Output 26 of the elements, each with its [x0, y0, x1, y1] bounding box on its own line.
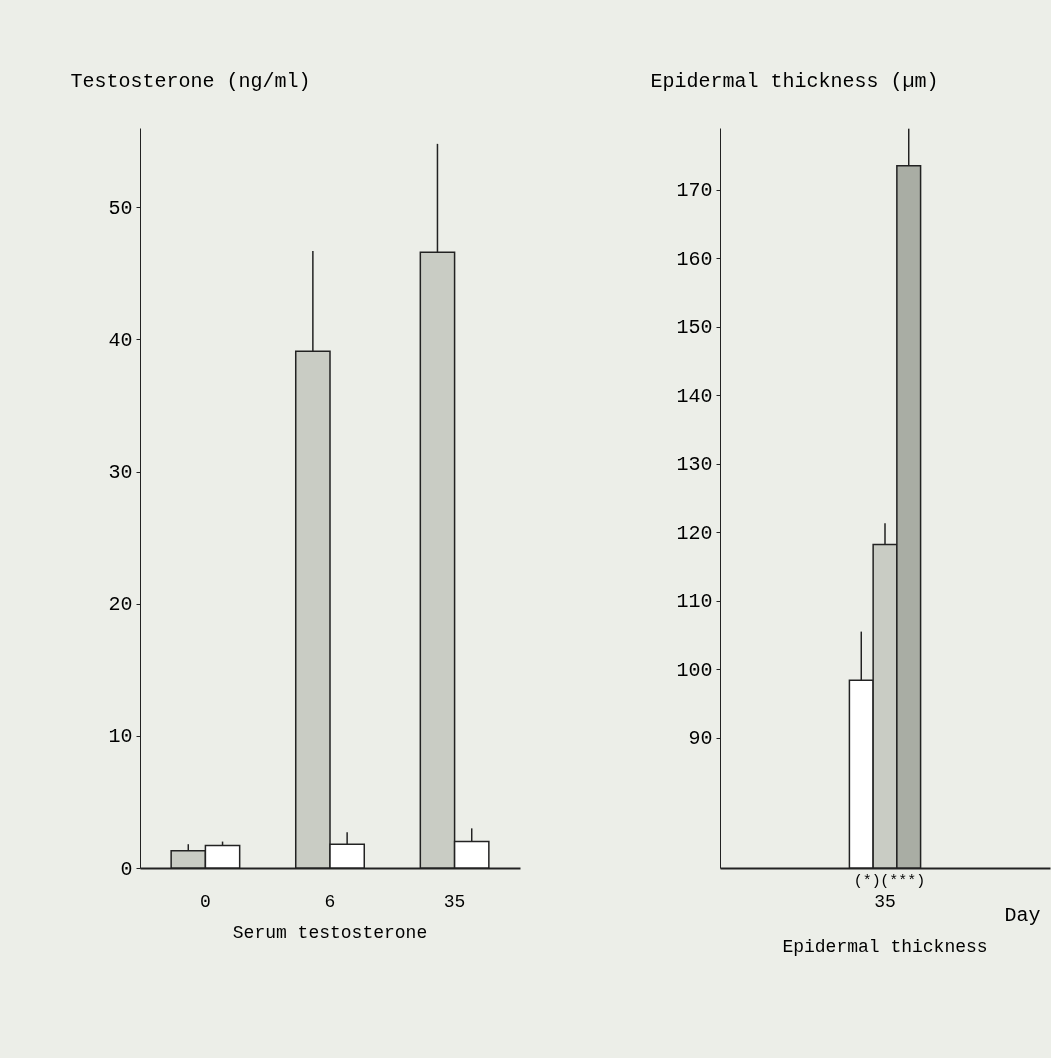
x-tick-label: 35	[874, 891, 896, 912]
y-axis-title: Testosterone (ng/ml)	[70, 69, 311, 93]
y-tick-label: 20	[108, 593, 133, 617]
y-tick-label: 140	[676, 384, 713, 408]
y-tick-label: 120	[676, 521, 713, 545]
y-tick-label: 10	[108, 725, 133, 749]
y-tick-label: 90	[688, 727, 713, 751]
y-tick-label: 50	[108, 196, 133, 220]
y-tick-label: 0	[120, 857, 133, 881]
text: (*)	[853, 873, 881, 890]
y-tick-label: 150	[676, 316, 713, 340]
y-axis-title: Epidermal thickness (µm)	[650, 69, 939, 93]
y-tick-label: 30	[108, 461, 133, 485]
y-tick-label: 100	[676, 658, 713, 682]
text: Serum testosterone	[232, 923, 428, 943]
text: (***)	[880, 873, 926, 890]
y-tick-label: 110	[676, 590, 713, 614]
y-tick-label: 160	[676, 247, 713, 271]
x-tick-label: 6	[324, 891, 336, 912]
y-tick-label: 40	[108, 328, 133, 352]
x-tick-label: 35	[443, 891, 466, 912]
y-tick-label: 130	[676, 453, 713, 477]
x-axis-title: Day	[1004, 903, 1041, 927]
x-tick-label: 0	[200, 891, 211, 912]
y-tick-label: 170	[676, 179, 713, 203]
text: Epidermal thickness	[782, 937, 988, 957]
